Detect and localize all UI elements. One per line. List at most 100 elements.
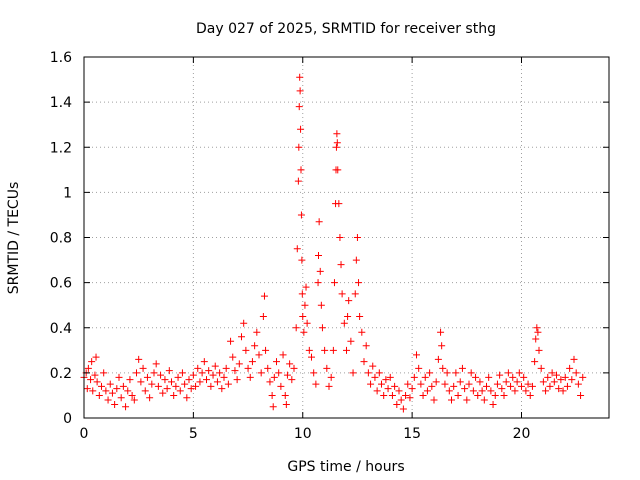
data-point: [315, 218, 323, 226]
data-point: [270, 373, 278, 381]
data-point: [539, 378, 547, 386]
data-point: [133, 369, 140, 377]
data-point: [255, 351, 263, 359]
data-point: [148, 380, 156, 388]
data-point: [493, 380, 501, 388]
data-point: [535, 346, 543, 354]
data-point: [295, 143, 303, 151]
data-point: [371, 373, 379, 381]
data-point: [384, 385, 392, 393]
data-point: [163, 385, 171, 393]
data-point: [439, 364, 447, 372]
data-point: [332, 143, 340, 151]
data-point: [327, 373, 335, 381]
data-point: [264, 364, 272, 372]
data-point: [87, 376, 95, 384]
data-point: [135, 355, 143, 363]
data-point: [227, 337, 235, 345]
data-point: [200, 358, 208, 366]
x-tick-label: 15: [403, 426, 421, 442]
data-point: [176, 387, 184, 395]
data-point: [154, 382, 162, 390]
data-point: [351, 290, 359, 298]
data-point: [526, 391, 534, 399]
data-point: [430, 396, 438, 404]
data-point: [106, 380, 114, 388]
data-point: [157, 371, 165, 379]
data-point: [513, 378, 521, 386]
data-point: [574, 380, 582, 388]
data-point: [373, 387, 381, 395]
data-point: [316, 267, 324, 275]
data-point: [113, 385, 121, 393]
data-point: [518, 382, 525, 390]
y-tick-label: 1: [63, 185, 72, 201]
data-point: [323, 364, 331, 372]
data-point: [480, 396, 488, 404]
data-point: [566, 364, 574, 372]
axis-ticks: [83, 56, 609, 419]
data-point: [288, 376, 296, 384]
data-point: [335, 200, 343, 208]
data-point: [461, 385, 469, 393]
data-point: [93, 378, 101, 386]
data-point: [546, 382, 554, 390]
data-point: [380, 391, 388, 399]
data-point: [340, 319, 348, 327]
data-point: [298, 290, 306, 298]
data-point: [115, 373, 123, 381]
data-point: [572, 369, 580, 377]
data-point: [570, 355, 578, 363]
data-point: [141, 387, 149, 395]
data-point: [386, 373, 394, 381]
data-point: [329, 346, 337, 354]
data-point: [534, 328, 542, 336]
data-point: [388, 391, 396, 399]
data-point: [84, 364, 92, 372]
data-point: [568, 376, 576, 384]
data-point: [456, 378, 464, 386]
data-point: [269, 403, 277, 411]
data-point: [253, 328, 261, 336]
data-point: [498, 385, 506, 393]
data-point: [100, 369, 108, 377]
data-point: [290, 364, 298, 372]
data-point: [296, 87, 304, 95]
data-point: [244, 364, 252, 372]
data-point: [502, 378, 510, 386]
data-point: [104, 396, 112, 404]
data-point: [369, 362, 377, 370]
data-point: [367, 380, 375, 388]
data-point: [95, 391, 103, 399]
data-point: [216, 369, 224, 377]
data-point: [248, 358, 256, 366]
data-point: [402, 391, 410, 399]
data-point: [393, 400, 401, 408]
data-point: [297, 125, 305, 133]
grid-lines: [84, 57, 609, 418]
data-point: [282, 400, 290, 408]
data-point: [257, 369, 265, 377]
data-point: [454, 391, 462, 399]
data-point: [415, 364, 423, 372]
data-point: [124, 387, 132, 395]
data-point: [347, 337, 355, 345]
data-point: [203, 376, 210, 384]
y-tick-label: 0.2: [50, 366, 72, 382]
data-point: [432, 378, 440, 386]
data-point: [298, 256, 306, 264]
data-point: [467, 369, 475, 377]
data-point: [231, 367, 239, 375]
y-tick-label: 0: [63, 411, 72, 427]
data-point: [533, 324, 541, 332]
data-point: [198, 369, 206, 377]
data-point: [122, 403, 130, 411]
data-point: [194, 364, 202, 372]
data-point: [487, 387, 495, 395]
data-point: [469, 387, 477, 395]
data-point: [504, 369, 512, 377]
data-point: [448, 396, 455, 404]
data-point: [315, 252, 322, 260]
data-point: [218, 385, 226, 393]
